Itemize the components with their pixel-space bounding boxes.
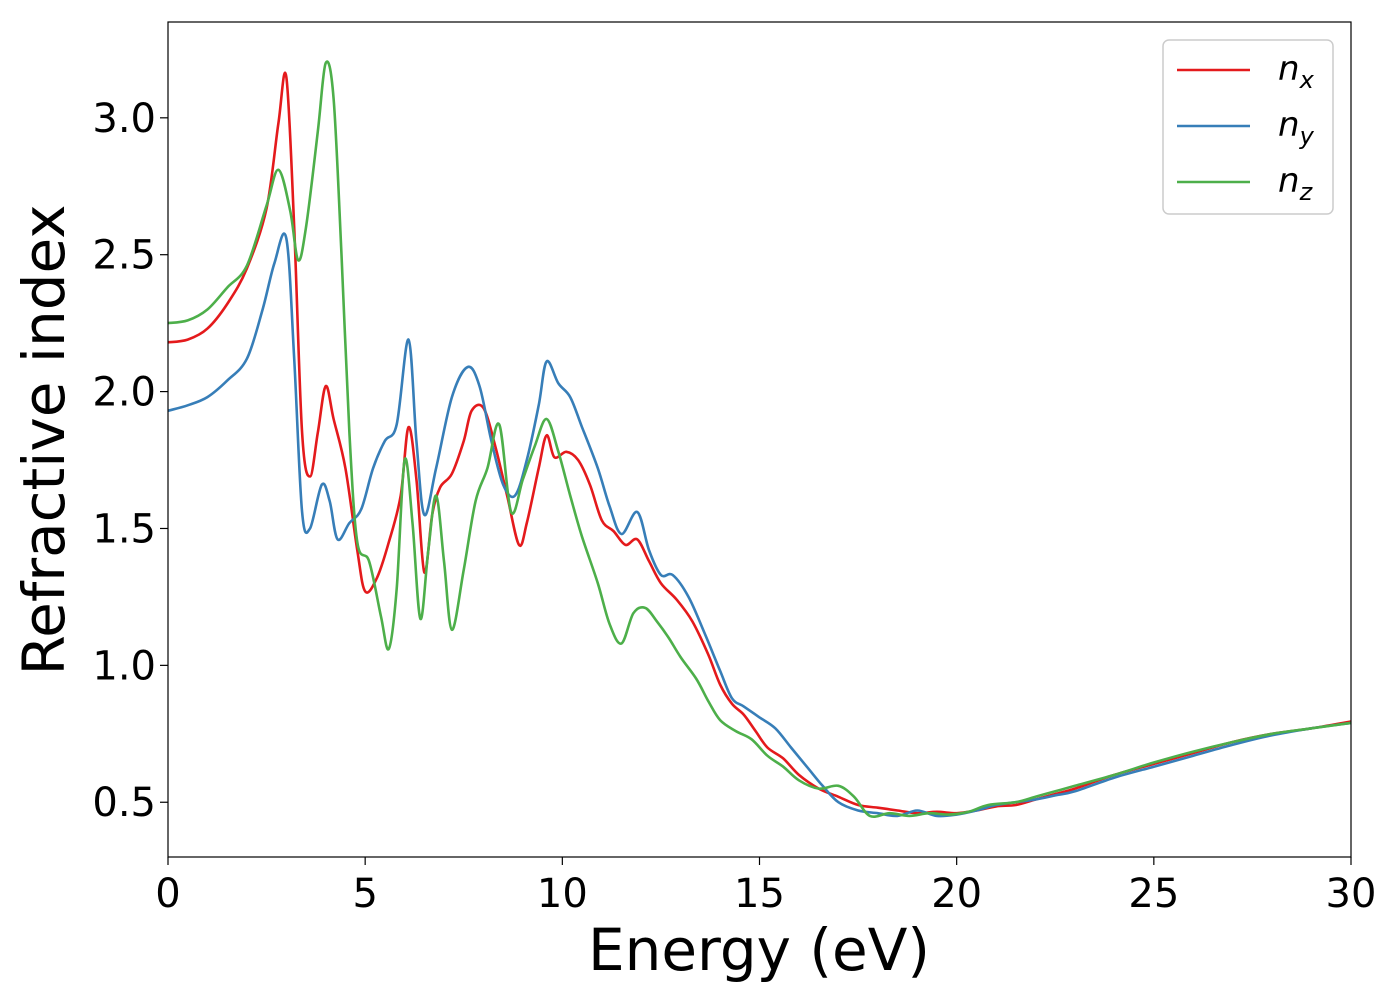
x-axis: 0 5 10 15 20 25 30 — [155, 857, 1376, 917]
y-axis-title: Refractive index — [10, 204, 78, 675]
x-tick-label: 30 — [1326, 871, 1377, 917]
x-tick-label: 25 — [1128, 871, 1179, 917]
y-tick-label: 3.0 — [92, 96, 156, 142]
y-tick-label: 1.5 — [92, 506, 156, 552]
y-tick-label: 2.0 — [92, 370, 156, 416]
legend-label-n-x: nx — [1278, 49, 1315, 94]
legend: nx ny nz — [1162, 39, 1334, 215]
legend-label-n-y: ny — [1278, 105, 1315, 150]
x-tick-label: 10 — [537, 871, 588, 917]
x-tick-label: 5 — [352, 871, 377, 917]
series-layer — [167, 60, 1352, 818]
x-tick-label: 20 — [931, 871, 982, 917]
legend-label-n-z: nz — [1278, 161, 1314, 206]
y-axis: 0.5 1.0 1.5 2.0 2.5 3.0 — [92, 96, 168, 826]
y-tick-label: 1.0 — [92, 643, 156, 689]
x-axis-title: Energy (eV) — [588, 916, 930, 984]
x-tick-label: 15 — [734, 871, 785, 917]
series-line-n-z — [167, 60, 1352, 818]
y-tick-label: 2.5 — [92, 233, 156, 279]
x-tick-label: 0 — [155, 871, 180, 917]
y-tick-label: 0.5 — [92, 780, 156, 826]
series-line-n-y — [167, 232, 1352, 818]
